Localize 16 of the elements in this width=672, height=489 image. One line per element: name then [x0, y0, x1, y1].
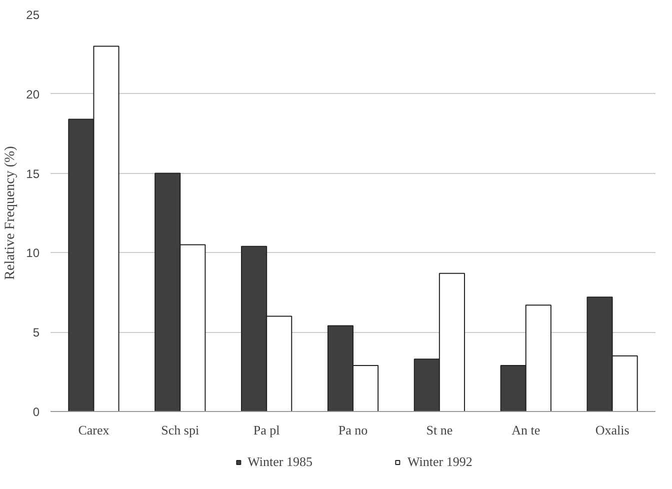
x-tick-label: St ne: [426, 422, 453, 438]
legend-label: Winter 1992: [408, 454, 472, 470]
y-tick-label: 20: [26, 87, 40, 102]
y-tick-label: 25: [26, 8, 40, 22]
x-tick-label: Pa no: [338, 422, 368, 438]
y-tick-label: 5: [32, 326, 40, 340]
x-tick-label: An te: [512, 422, 540, 438]
x-tick-label: Carex: [78, 422, 110, 438]
legend-label: Winter 1985: [248, 454, 312, 470]
x-tick-label: Oxalis: [595, 422, 630, 438]
y-tick-label: 15: [26, 166, 40, 181]
x-tick-label: Pa pl: [253, 422, 280, 438]
y-tick-label: 10: [26, 246, 40, 260]
y-axis-title: Relative Frequency (%): [3, 146, 18, 280]
y-tick-label: 0: [32, 405, 40, 419]
x-tick-label: Sch spi: [161, 422, 200, 438]
